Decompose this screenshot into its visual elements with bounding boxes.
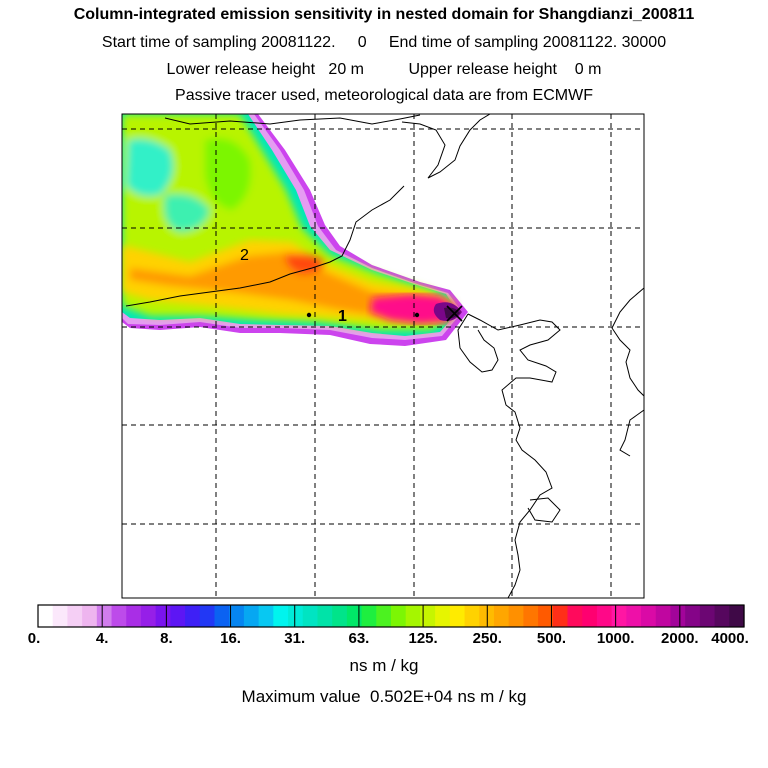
sensitivity-plume <box>122 114 468 346</box>
plot-title: Column-integrated emission sensitivity i… <box>73 6 695 23</box>
colorbar-cell <box>52 605 69 627</box>
colorbar-tick-label: 0. <box>27 630 41 647</box>
colorbar-cell <box>96 605 113 627</box>
colorbar-cell <box>229 605 245 627</box>
colorbar-cell <box>582 605 598 627</box>
trajectory-point <box>414 312 420 318</box>
coastline-bay <box>311 185 405 269</box>
colorbar-cell <box>685 605 701 627</box>
colorbar-cell <box>714 605 730 627</box>
coastline-korea <box>611 287 644 397</box>
colorbar-cell <box>552 605 569 627</box>
colorbar-cell <box>155 605 171 627</box>
border-line <box>164 114 421 125</box>
colorbar-cell <box>464 605 480 627</box>
colorbar-cell <box>523 605 539 627</box>
receptor-marker <box>446 305 463 322</box>
colorbar-tick-label: 4. <box>95 630 109 647</box>
colorbar-tick-label: 125. <box>408 630 438 647</box>
colorbar-cell <box>332 605 348 627</box>
colorbar-cell <box>435 605 451 627</box>
colorbar-cell <box>699 605 716 627</box>
coastline-north <box>401 114 491 179</box>
colorbar-cell <box>391 605 407 627</box>
coastline-korea-2 <box>619 409 644 457</box>
plume-cyan-patch-1 <box>126 138 174 197</box>
colorbar-cell <box>185 605 201 627</box>
cluster-label-1: 1 <box>338 308 347 325</box>
colorbar-cell <box>273 605 289 627</box>
cluster-label-2: 2 <box>240 247 249 264</box>
colorbar-frame <box>37 604 745 628</box>
colorbar-cell <box>508 605 524 627</box>
colorbar-cell <box>641 605 657 627</box>
colorbar-cell <box>111 605 127 627</box>
maximum-value: Maximum value 0.502E+04 ns m / kg <box>241 687 527 706</box>
colorbar-cell <box>361 605 377 627</box>
colorbar-cell <box>243 605 260 627</box>
colorbar-cell <box>82 605 98 627</box>
colorbar-cell <box>140 605 157 627</box>
colorbar-cell <box>258 605 274 627</box>
colorbar-tick-label: 250. <box>472 630 502 647</box>
trajectory-point <box>306 312 312 318</box>
colorbar-cell <box>596 605 613 627</box>
coastlines <box>125 114 644 598</box>
coastline-peninsula <box>467 313 561 598</box>
colorbar-tick-label: 1000. <box>596 630 635 647</box>
colorbar-tick-label: 63. <box>348 630 370 647</box>
colorbar-cell <box>214 605 230 627</box>
colorbar-cell <box>288 605 304 627</box>
colorbar-cell <box>420 605 436 627</box>
colorbar-cell <box>38 605 54 627</box>
border-west <box>125 267 313 307</box>
colorbar-cell <box>626 605 642 627</box>
colorbar-cell <box>655 605 672 627</box>
colorbar-cell <box>199 605 216 627</box>
colorbar-cell <box>729 605 745 627</box>
coastline-bohai <box>457 313 499 373</box>
colorbar-tick-label: 31. <box>284 630 306 647</box>
plume-cyan-patch-2 <box>164 194 210 232</box>
colorbar-cell <box>346 605 363 627</box>
colorbar-separators <box>101 605 681 627</box>
colorbar-tick-label: 16. <box>220 630 241 647</box>
colorbar-units: ns m / kg <box>349 656 419 675</box>
colorbar-cell <box>302 605 319 627</box>
tracer-note: Passive tracer used, meteorological data… <box>175 87 593 104</box>
colorbar-tick-label: 500. <box>536 630 567 647</box>
colorbar-cell <box>611 605 627 627</box>
colorbar-cell <box>67 605 83 627</box>
plume-orange-core <box>130 252 450 318</box>
coastline-shandong <box>527 497 561 523</box>
colorbar-cell <box>538 605 554 627</box>
colorbar-cell <box>170 605 186 627</box>
colorbar-cell <box>126 605 142 627</box>
colorbar-tick-label: 4000. <box>711 630 749 647</box>
colorbar-cell <box>493 605 510 627</box>
colorbar-cell <box>317 605 333 627</box>
colorbar-tick-label: 8. <box>160 630 173 647</box>
receptor-cross-b <box>446 305 463 322</box>
colorbar-cell <box>405 605 422 627</box>
colorbar-cell <box>376 605 392 627</box>
colorbar <box>37 604 745 628</box>
colorbar-tick-label: 2000. <box>661 630 699 647</box>
sampling-times: Start time of sampling 20081122. 0 End t… <box>101 34 667 51</box>
colorbar-cell <box>567 605 583 627</box>
plume-pink <box>370 294 458 324</box>
colorbar-cells <box>38 605 745 627</box>
map-frame <box>121 113 645 599</box>
release-heights: Lower release height 20 m Upper release … <box>166 61 602 78</box>
plume-green-patch <box>205 138 251 210</box>
colorbar-cell <box>670 605 686 627</box>
colorbar-cell <box>449 605 466 627</box>
